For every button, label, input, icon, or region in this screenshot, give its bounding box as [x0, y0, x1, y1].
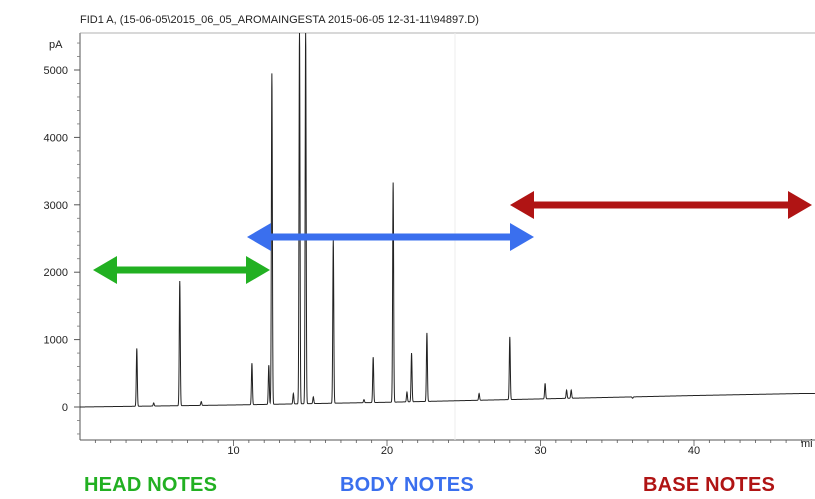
y-tick-label: 5000: [44, 65, 68, 77]
note-arrows: [93, 191, 812, 284]
body-notes-arrow: [247, 223, 534, 251]
x-tick-label: 40: [688, 445, 700, 457]
y-tick-label: 0: [62, 402, 68, 414]
y-tick-label: 4000: [44, 132, 68, 144]
body-notes-label: BODY NOTES: [340, 474, 474, 496]
x-tick-label: 10: [227, 445, 239, 457]
chart-title: FID1 A, (15-06-05\2015_06_05_AROMAINGEST…: [80, 14, 479, 26]
base-notes-arrow: [510, 191, 812, 219]
chromatogram-trace: [80, 32, 815, 408]
base-notes-label: BASE NOTES: [643, 474, 776, 496]
x-tick-label: 20: [381, 445, 393, 457]
body-notes-arrow-left-head: [247, 223, 271, 251]
y-tick-label: 3000: [44, 200, 68, 212]
y-tick-label: 1000: [44, 335, 68, 347]
x-axis: 10 20 30 40: [94, 440, 802, 457]
head-notes-arrow: [93, 256, 270, 284]
x-axis-unit-label: mi: [801, 438, 813, 450]
base-notes-arrow-right-head: [788, 191, 812, 219]
head-notes-label: HEAD NOTES: [84, 474, 218, 496]
y-axis: 0 1000 2000 3000 4000 5000: [44, 42, 80, 435]
head-notes-arrow-left-head: [93, 256, 117, 284]
head-notes-arrow-right-head: [246, 256, 270, 284]
body-notes-arrow-right-head: [510, 223, 534, 251]
y-tick-label: 2000: [44, 267, 68, 279]
base-notes-arrow-left-head: [510, 191, 534, 219]
trace-line: [80, 32, 815, 408]
y-axis-label: pA: [49, 39, 63, 51]
x-tick-label: 30: [534, 445, 546, 457]
